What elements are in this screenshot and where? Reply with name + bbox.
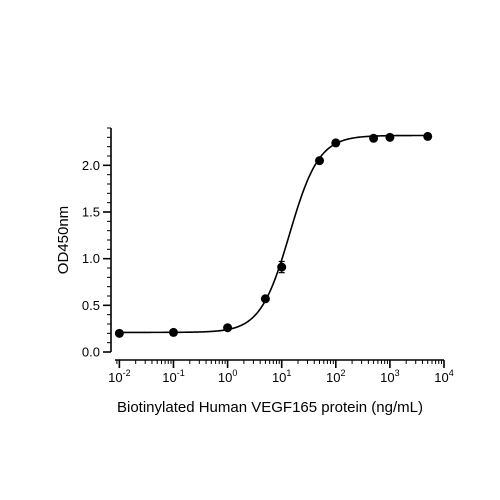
data-point: [385, 132, 395, 142]
y-tick-label: 0.5: [82, 298, 100, 313]
x-tick-label: 104: [434, 368, 453, 385]
x-tick-label: 10-2: [108, 368, 130, 385]
data-point: [369, 133, 379, 143]
x-tick-label: 102: [326, 368, 345, 385]
data-point: [168, 327, 178, 337]
data-point: [260, 294, 270, 304]
y-axis-label: OD450nm: [55, 206, 72, 274]
x-ticks: 10-2 10-1 100 101 102 103 104: [108, 360, 454, 385]
data-point: [277, 262, 287, 272]
x-axis-label: Biotinylated Human VEGF165 protein (ng/m…: [117, 399, 423, 416]
data-point: [331, 138, 341, 148]
data-point: [315, 156, 325, 166]
y-tick-label: 1.5: [82, 205, 100, 220]
data-points: [114, 131, 433, 338]
data-point: [423, 131, 433, 141]
data-point: [114, 328, 124, 338]
axes: [110, 128, 444, 361]
x-tick-label: 100: [218, 368, 237, 385]
y-tick-label: 0.0: [82, 345, 100, 360]
x-tick-label: 101: [272, 368, 291, 385]
x-tick-label: 10-1: [162, 368, 184, 385]
y-tick-label: 2.0: [82, 158, 100, 173]
data-point: [223, 323, 233, 333]
y-tick-label: 1.0: [82, 251, 100, 266]
fit-curve: [119, 134, 428, 334]
x-tick-label: 103: [380, 368, 399, 385]
y-ticks: 0.0 0.5 1.0 1.5 2.0: [82, 127, 111, 360]
